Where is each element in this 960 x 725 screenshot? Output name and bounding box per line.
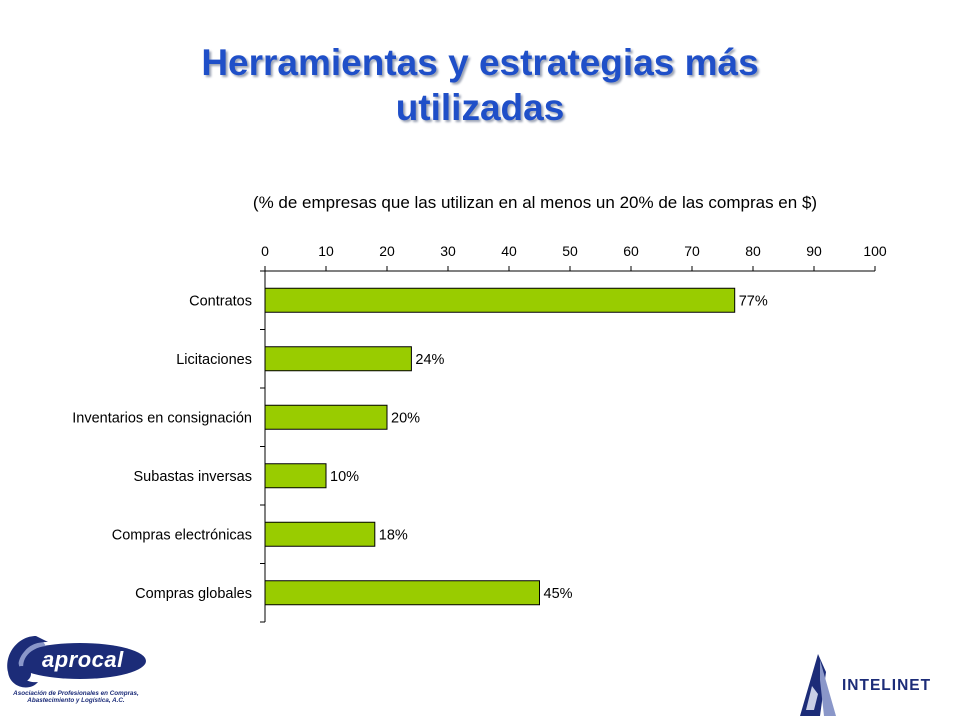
- intelinet-emblem-icon: [800, 654, 836, 716]
- x-tick-label: 60: [623, 243, 639, 259]
- bar: [264, 521, 376, 547]
- data-label: 20%: [391, 410, 420, 426]
- chart-subtitle: (% de empresas que las utilizan en al me…: [253, 193, 817, 212]
- category-label: Compras globales: [135, 586, 252, 602]
- bar: [264, 463, 327, 489]
- category-label: Contratos: [189, 293, 252, 309]
- aprocal-logo: aprocal Asociación de Profesionales en C…: [2, 632, 147, 714]
- x-tick-label: 0: [261, 243, 269, 259]
- slide-title-line1: Herramientas y estrategias más: [201, 42, 759, 83]
- intelinet-logo: INTELINET: [796, 650, 956, 720]
- x-tick-label: 90: [806, 243, 822, 259]
- aprocal-emblem-icon: [7, 636, 146, 688]
- category-label: Inventarios en consignación: [72, 410, 252, 426]
- x-tick-label: 30: [440, 243, 456, 259]
- x-tick-label: 100: [863, 243, 887, 259]
- category-label: Subastas inversas: [134, 469, 252, 485]
- x-tick-label: 10: [318, 243, 334, 259]
- bar: [264, 404, 388, 430]
- data-label: 45%: [544, 586, 573, 602]
- x-tick-label: 40: [501, 243, 517, 259]
- x-tick-label: 80: [745, 243, 761, 259]
- data-label: 18%: [379, 527, 408, 543]
- x-tick-label: 50: [562, 243, 578, 259]
- x-tick-label: 20: [379, 243, 395, 259]
- aprocal-tagline: Asociación de Profesionales en Compras, …: [13, 690, 139, 704]
- category-label: Licitaciones: [176, 352, 252, 368]
- data-label: 77%: [739, 293, 768, 309]
- intelinet-name: INTELINET: [842, 677, 932, 694]
- aprocal-name: aprocal: [42, 647, 124, 672]
- slide-title-line2: utilizadas: [395, 87, 565, 128]
- category-label: Compras electrónicas: [112, 527, 252, 543]
- x-tick-label: 70: [684, 243, 700, 259]
- bar: [264, 346, 412, 372]
- bar: [264, 580, 540, 606]
- data-label: 24%: [415, 352, 444, 368]
- bar: [264, 287, 736, 313]
- slide-title: Herramientas y estrategias más utilizada…: [0, 40, 960, 130]
- data-label: 10%: [330, 469, 359, 485]
